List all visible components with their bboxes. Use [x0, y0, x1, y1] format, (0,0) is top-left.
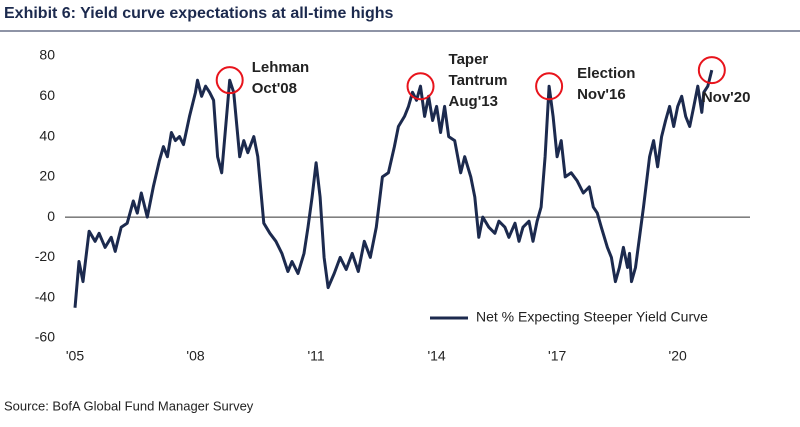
y-tick-label: 20	[39, 168, 55, 184]
annotation-label: Election	[577, 65, 635, 82]
y-tick-label: 0	[47, 208, 55, 224]
y-tick-label: -40	[35, 288, 55, 304]
x-tick-label: '08	[186, 348, 204, 364]
annotation-label: Lehman	[252, 59, 310, 76]
y-tick-label: -60	[35, 329, 55, 345]
annotation-circle	[535, 72, 564, 101]
source: Source: BofA Global Fund Manager Survey	[4, 398, 254, 413]
annotation-label: Aug'13	[449, 93, 498, 110]
chart-title: Exhibit 6: Yield curve expectations at a…	[4, 5, 394, 22]
y-tick-label: 80	[39, 47, 55, 63]
annotation-label: Taper	[449, 51, 489, 68]
x-tick-label: '05	[66, 348, 84, 364]
y-tick-label: 60	[39, 87, 55, 103]
y-tick-label: -20	[35, 248, 55, 264]
y-tick-label: 40	[39, 127, 55, 143]
annotation-label: Tantrum	[449, 72, 508, 89]
annotation-label: Oct'08	[252, 80, 297, 97]
x-tick-label: '14	[427, 348, 445, 364]
series-line	[73, 69, 714, 308]
annotation-label: Nov'20	[702, 89, 751, 106]
annotation-circle	[697, 56, 726, 85]
x-tick-label: '11	[307, 348, 324, 364]
x-tick-label: '17	[548, 348, 566, 364]
annotation-circle	[406, 72, 435, 101]
annotation-label: Nov'16	[577, 86, 626, 103]
legend-label: Net % Expecting Steeper Yield Curve	[476, 309, 708, 325]
annotation-circle	[215, 66, 244, 95]
x-tick-label: '20	[669, 348, 687, 364]
